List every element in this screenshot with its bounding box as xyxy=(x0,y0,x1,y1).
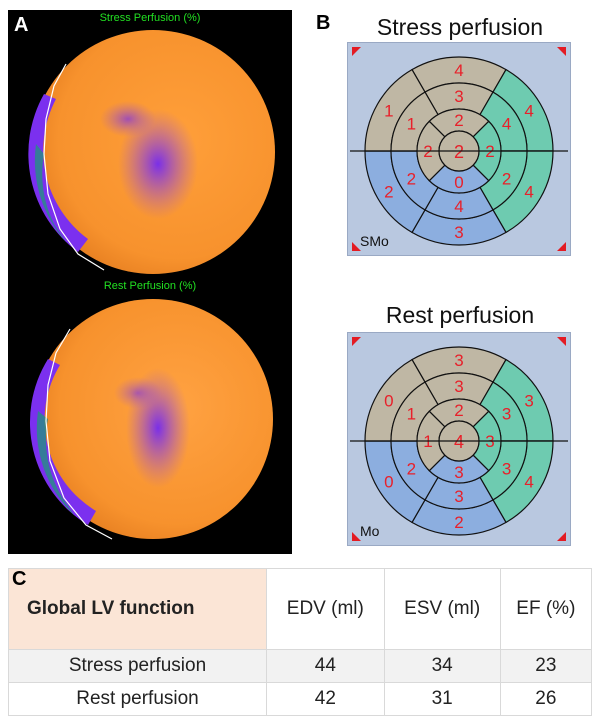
table-header-cell: EDV (ml) xyxy=(266,568,385,650)
panel-b-label: B xyxy=(316,12,331,34)
stress-middle-score: 4 xyxy=(502,115,511,134)
rest-outer-score: 4 xyxy=(524,473,533,492)
rest-middle-score: 1 xyxy=(407,405,416,424)
stress-inner-score: 2 xyxy=(454,111,463,130)
table-cell: 26 xyxy=(499,682,592,716)
table-cell: 23 xyxy=(499,649,592,683)
rest-outer-score: 0 xyxy=(384,392,393,411)
stress-apex-score: 2 xyxy=(454,142,464,162)
panel-a-label: A xyxy=(14,14,29,36)
table-header-row: Global LV function EDV (ml) ESV (ml) EF … xyxy=(8,568,592,650)
stress-outer-score: 4 xyxy=(524,183,533,202)
rest-middle-score: 3 xyxy=(502,405,511,424)
table-cell: Stress perfusion xyxy=(8,649,267,683)
table-row: Rest perfusion 42 31 26 xyxy=(8,682,592,716)
rest-corner-marker xyxy=(557,532,566,541)
rest-corner-label: Mo xyxy=(360,523,380,539)
stress-corner-marker xyxy=(352,47,361,56)
stress-corner-marker xyxy=(557,47,566,56)
rest-polar-map xyxy=(29,299,273,540)
rest-corner-marker xyxy=(352,337,361,346)
rest-apex-score: 4 xyxy=(454,432,464,452)
table-cell: 34 xyxy=(383,649,501,683)
stress-middle-score: 1 xyxy=(407,115,416,134)
table-cell: 42 xyxy=(266,682,385,716)
rest-middle-score: 3 xyxy=(454,377,463,396)
stress-middle-score: 4 xyxy=(454,197,463,216)
stress-outer-score: 4 xyxy=(524,102,533,121)
rest-outer-score: 0 xyxy=(384,473,393,492)
table-cell: Rest perfusion xyxy=(8,682,267,716)
panel-c-label: C xyxy=(12,568,27,590)
rest-inner-score: 2 xyxy=(454,401,463,420)
stress-corner-marker xyxy=(557,242,566,251)
rest-bullseye-title: Rest perfusion xyxy=(385,302,535,328)
rest-map-title: Rest Perfusion (%) xyxy=(103,280,197,292)
stress-outer-score: 2 xyxy=(384,183,393,202)
stress-outer-score: 4 xyxy=(454,61,463,80)
stress-outer-score: 1 xyxy=(384,102,393,121)
rest-outer-score: 3 xyxy=(454,351,463,370)
rest-outer-score: 2 xyxy=(454,513,463,532)
table-cell: 31 xyxy=(383,682,501,716)
stress-map-title: Stress Perfusion (%) xyxy=(99,12,201,24)
table-row: Stress perfusion 44 34 23 xyxy=(8,649,592,683)
rest-middle-score: 2 xyxy=(407,460,416,479)
rest-middle-score: 3 xyxy=(502,460,511,479)
table-header-cell: Global LV function xyxy=(8,568,267,650)
stress-middle-score: 2 xyxy=(407,170,416,189)
rest-inner-score: 3 xyxy=(454,463,463,482)
stress-polar-map xyxy=(28,30,275,274)
rest-middle-score: 3 xyxy=(454,487,463,506)
stress-corner-marker xyxy=(352,242,361,251)
table-header-cell: EF (%) xyxy=(499,568,592,650)
table-header-cell: ESV (ml) xyxy=(383,568,501,650)
stress-corner-label: SMo xyxy=(360,233,389,249)
stress-outer-score: 3 xyxy=(454,223,463,242)
stress-middle-score: 2 xyxy=(502,170,511,189)
rest-corner-marker xyxy=(557,337,566,346)
rest-corner-marker xyxy=(352,532,361,541)
stress-bullseye-title: Stress perfusion xyxy=(376,14,544,40)
rest-outer-score: 3 xyxy=(524,392,533,411)
polar-maps-panel: Stress Perfusion (%) Rest Perfusion (%) xyxy=(8,10,292,554)
lv-function-table: Global LV function EDV (ml) ESV (ml) EF … xyxy=(8,568,592,716)
stress-inner-score: 0 xyxy=(454,173,463,192)
stress-middle-score: 3 xyxy=(454,87,463,106)
table-cell: 44 xyxy=(266,649,385,683)
